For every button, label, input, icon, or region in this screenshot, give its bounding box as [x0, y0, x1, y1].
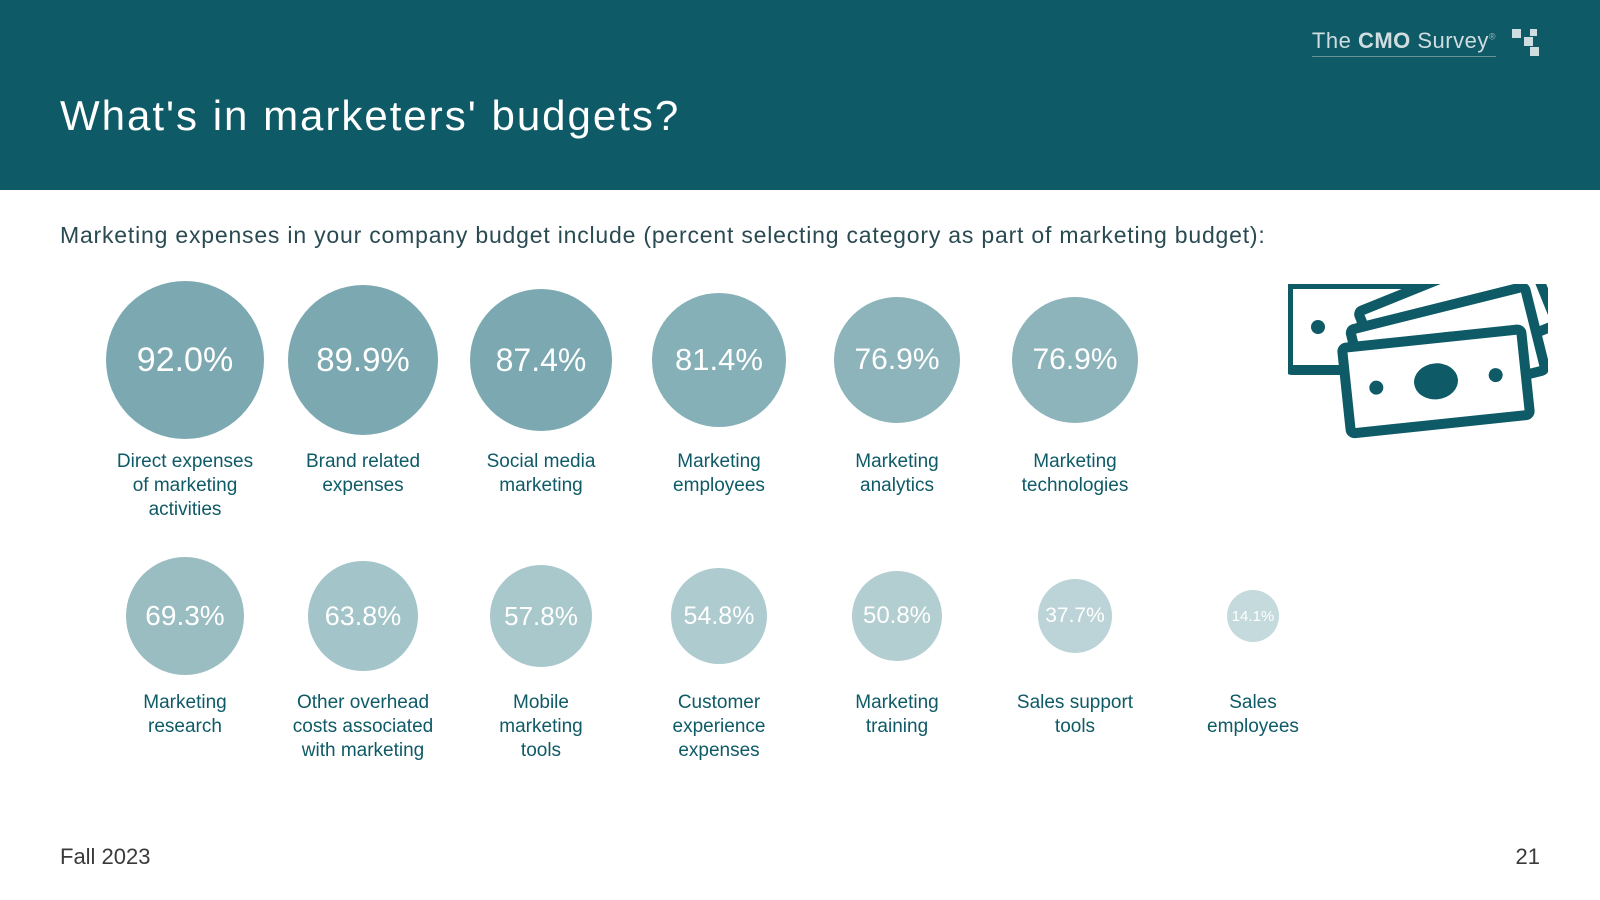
- bubble-circle: 87.4%: [470, 289, 612, 431]
- logo-post: Survey: [1411, 28, 1489, 53]
- bubble-circle-wrap: 76.9%: [1012, 280, 1138, 440]
- logo-registered-icon: ®: [1489, 32, 1496, 42]
- slide-header: The CMO Survey® What's in marketers' bud…: [0, 0, 1600, 190]
- bubble-cell: 92.0% Direct expensesof marketingactiviti…: [96, 280, 274, 521]
- bubble-label: Customerexperienceexpenses: [673, 691, 766, 762]
- bubble-cell: 89.9% Brand relatedexpenses: [274, 280, 452, 498]
- logo-bold: CMO: [1358, 28, 1411, 53]
- slide-subtitle: Marketing expenses in your company budge…: [60, 222, 1266, 249]
- bubble-circle: 92.0%: [106, 281, 264, 439]
- bubble-circle: 50.8%: [852, 571, 942, 661]
- bubble-label: Brand relatedexpenses: [306, 450, 420, 498]
- bubble-circle-wrap: 54.8%: [671, 551, 767, 681]
- bubble-label: Marketingresearch: [143, 691, 226, 739]
- logo-text: The CMO Survey®: [1312, 28, 1496, 57]
- bubble-circle-wrap: 89.9%: [288, 280, 438, 440]
- bubble-label: Marketingtechnologies: [1022, 450, 1129, 498]
- bubble-circle: 63.8%: [308, 561, 418, 671]
- bubble-cell: 87.4% Social mediamarketing: [452, 280, 630, 498]
- bubble-cell: 37.7% Sales supporttools: [986, 551, 1164, 739]
- bubble-circle-wrap: 63.8%: [308, 551, 418, 681]
- bubble-circle-wrap: 87.4%: [470, 280, 612, 440]
- footer-date: Fall 2023: [60, 844, 151, 870]
- bubble-cell: 50.8% Marketingtraining: [808, 551, 986, 739]
- bubble-cell: 57.8% Mobilemarketingtools: [452, 551, 630, 762]
- slide-title: What's in marketers' budgets?: [60, 92, 680, 140]
- bubble-circle: 57.8%: [490, 565, 592, 667]
- bubble-label: Salesemployees: [1207, 691, 1299, 739]
- bubble-label: Marketingemployees: [673, 450, 765, 498]
- bubble-label: Direct expensesof marketingactivities: [117, 450, 253, 521]
- bubble-circle: 89.9%: [288, 285, 438, 435]
- page-number: 21: [1516, 844, 1540, 870]
- bubble-circle-wrap: 69.3%: [126, 551, 244, 681]
- bubble-cell: 14.1% Salesemployees: [1164, 551, 1342, 739]
- bubble-row-2: 69.3% Marketingresearch 63.8% Other overhea…: [96, 551, 1504, 762]
- logo-pre: The: [1312, 28, 1358, 53]
- bubble-cell: 76.9% Marketinganalytics: [808, 280, 986, 498]
- bubble-circle-wrap: 50.8%: [852, 551, 942, 681]
- bubble-circle: 81.4%: [652, 293, 786, 427]
- bubble-circle-wrap: 81.4%: [652, 280, 786, 440]
- bubble-circle-wrap: 76.9%: [834, 280, 960, 440]
- cmo-survey-logo: The CMO Survey®: [1312, 28, 1540, 57]
- bubble-circle-wrap: 57.8%: [490, 551, 592, 681]
- bubble-cell: 69.3% Marketingresearch: [96, 551, 274, 739]
- bubble-cell: 81.4% Marketingemployees: [630, 280, 808, 498]
- bubble-label: Sales supporttools: [1017, 691, 1133, 739]
- money-stack-icon: [1288, 284, 1548, 464]
- logo-squares-icon: [1504, 29, 1540, 57]
- bubble-cell: 76.9% Marketingtechnologies: [986, 280, 1164, 498]
- bubble-circle: 69.3%: [126, 557, 244, 675]
- bubble-label: Social mediamarketing: [487, 450, 596, 498]
- bubble-circle: 37.7%: [1038, 579, 1112, 653]
- bubble-cell: 63.8% Other overheadcosts associatedwith …: [274, 551, 452, 762]
- bubble-label: Marketinganalytics: [855, 450, 938, 498]
- bubble-label: Other overheadcosts associatedwith marke…: [293, 691, 433, 762]
- bubble-circle-wrap: 37.7%: [1038, 551, 1112, 681]
- bubble-circle: 76.9%: [834, 297, 960, 423]
- bubble-circle-wrap: 92.0%: [106, 280, 264, 440]
- bubble-circle-wrap: 14.1%: [1227, 551, 1279, 681]
- bubble-circle: 14.1%: [1227, 590, 1279, 642]
- bubble-cell: 54.8% Customerexperienceexpenses: [630, 551, 808, 762]
- bubble-circle: 54.8%: [671, 568, 767, 664]
- bubble-label: Mobilemarketingtools: [499, 691, 582, 762]
- bubble-circle: 76.9%: [1012, 297, 1138, 423]
- bubble-label: Marketingtraining: [855, 691, 938, 739]
